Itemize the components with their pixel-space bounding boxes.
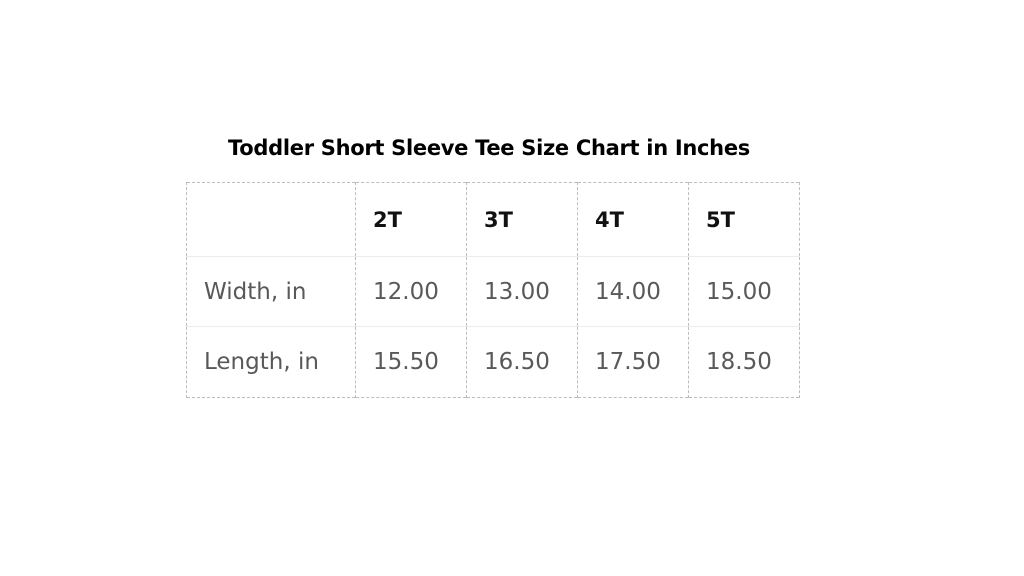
table-cell: 15.50	[355, 326, 467, 398]
table-cell: 18.50	[688, 326, 800, 398]
table-cell: 14.00	[577, 256, 689, 327]
table-cell: 15.00	[688, 256, 800, 327]
table-cell: 16.50	[466, 326, 578, 398]
header-cell-5t: 5T	[688, 182, 800, 257]
table-cell: 12.00	[355, 256, 467, 327]
row-label: Width, in	[186, 256, 356, 327]
header-cell-3t: 3T	[466, 182, 578, 257]
page-title: Toddler Short Sleeve Tee Size Chart in I…	[228, 136, 750, 160]
header-cell-4t: 4T	[577, 182, 689, 257]
table-cell: 13.00	[466, 256, 578, 327]
table-row: Length, in 15.50 16.50 17.50 18.50	[186, 326, 800, 398]
header-cell-empty	[186, 182, 356, 257]
table-cell: 17.50	[577, 326, 689, 398]
row-label: Length, in	[186, 326, 356, 398]
header-cell-2t: 2T	[355, 182, 467, 257]
size-chart-table: 2T 3T 4T 5T Width, in 12.00 13.00 14.00 …	[186, 182, 800, 398]
table-row: Width, in 12.00 13.00 14.00 15.00	[186, 256, 800, 327]
table-header-row: 2T 3T 4T 5T	[186, 182, 800, 257]
